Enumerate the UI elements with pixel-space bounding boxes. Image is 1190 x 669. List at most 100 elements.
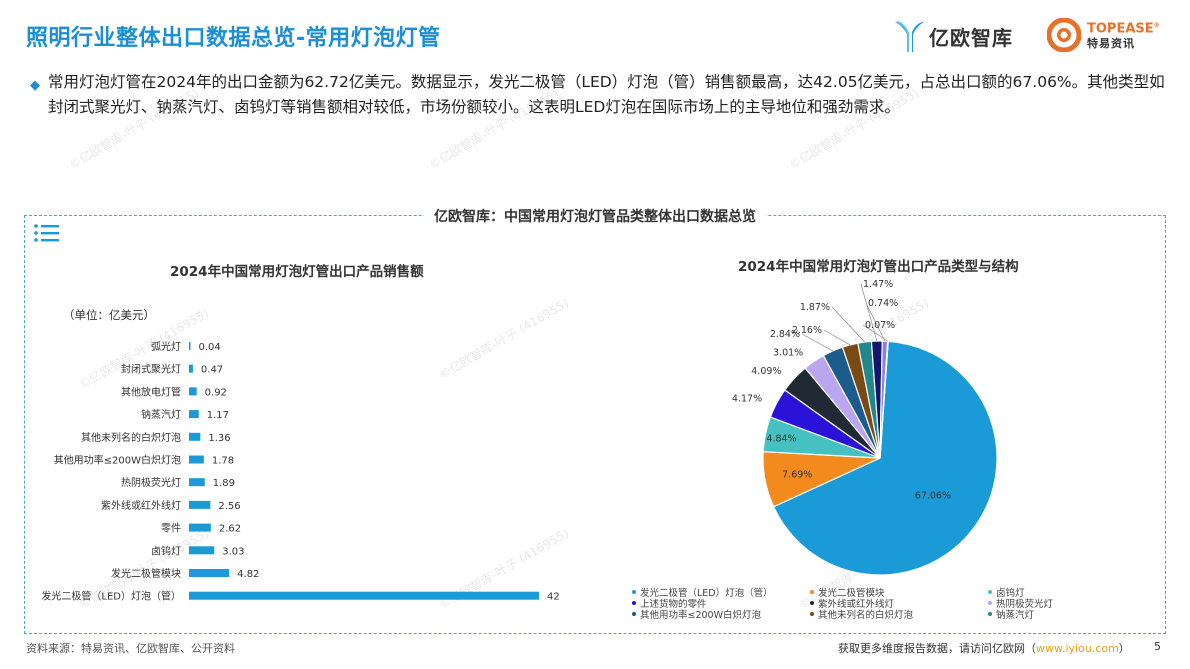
bar (189, 342, 191, 350)
pie-legend: 发光二极管（LED）灯泡（管） 发光二极管模块 卤钨灯上述货物的零件 紫外线或红外线灯… (632, 586, 1092, 621)
pie-slice-label: 1.47% (863, 279, 893, 290)
summary-paragraph: ◆ 常用灯泡灯管在2024年的出口金额为62.72亿美元。数据显示，发光二极管（… (30, 70, 1170, 120)
bar (189, 500, 211, 509)
legend-label: 发光二极管模块 (818, 587, 885, 599)
source-note: 资料来源：特易资讯、亿欧智库、公开资料 (26, 642, 235, 655)
bar-value-label: 2.62 (219, 524, 241, 535)
legend-label: 其他未列名的白炽灯泡 (818, 609, 914, 621)
legend-label: 卤钨灯 (996, 587, 1025, 599)
legend-swatch (988, 589, 992, 594)
bar (189, 546, 215, 555)
legend-item: 卤钨灯 (988, 586, 1108, 599)
diamond-bullet-icon: ◆ (30, 78, 40, 93)
more-data-prefix: 获取更多维度报告数据，请访问亿欧网（ (838, 642, 1036, 655)
bar (189, 364, 193, 373)
legend-item: 紫外线或红外线灯 (810, 597, 988, 610)
bar (189, 387, 197, 396)
page-title: 照明行业整体出口数据总览-常用灯泡灯管 (26, 26, 441, 51)
more-data-suffix: ） (1118, 642, 1130, 655)
bar-value-label: 1.36 (208, 433, 230, 444)
bar (189, 591, 539, 600)
iyiou-link[interactable]: www.iyiou.com (1036, 642, 1119, 655)
pie-leader-line (823, 329, 851, 346)
legend-label: 其他用功率≤200W白炽灯泡 (640, 609, 761, 621)
topease-logo-cn: 特易资讯 (1087, 37, 1135, 51)
bar-value-label: 2.56 (218, 501, 240, 512)
bar-value-label: 1.78 (212, 456, 234, 467)
pie-chart: 67.06% 7.69% 4.84% 4.17% 4.09% 3.01% 2.84%2.16… (732, 279, 998, 576)
pie-slice-label: 67.06% (915, 491, 951, 502)
bar-value-label: 42 (547, 592, 560, 603)
legend-swatch (632, 611, 636, 616)
pie-slice-label: 7.69% (782, 470, 812, 481)
legend-item: 其他用功率≤200W白炽灯泡 (632, 608, 810, 621)
legend-item: 发光二极管（LED）灯泡（管） (632, 586, 810, 599)
yiou-logo-icon (895, 21, 924, 52)
bar-category-label: 封闭式聚光灯 (121, 363, 181, 376)
bar-value-label: 0.04 (199, 342, 221, 353)
pie-slice-label: 3.01% (773, 347, 803, 358)
bar-value-label: 1.17 (207, 410, 229, 421)
legend-label: 紫外线或红外线灯 (818, 598, 895, 610)
pie-chart-title: 2024年中国常用灯泡灯管出口产品类型与结构 (738, 259, 1019, 275)
bar-chart-unit: （单位：亿美元） (63, 308, 155, 322)
legend-swatch (810, 611, 814, 616)
topease-logo: TOPEASE® 特易资讯 (1047, 18, 1160, 52)
topease-logo-en: TOPEASE (1087, 21, 1154, 37)
pie-slice-label: 1.87% (800, 302, 830, 313)
bar (189, 478, 205, 487)
pie-slice-label: 2.84% (770, 329, 800, 340)
legend-swatch (810, 589, 814, 594)
bar-value-label: 0.92 (205, 387, 227, 398)
bar-value-label: 3.03 (222, 546, 244, 557)
pie-slice-label: 2.16% (792, 325, 822, 336)
bar-category-label: 其他未列名的白炽灯泡 (81, 431, 181, 444)
topease-logo-icon (1047, 18, 1081, 52)
legend-label: 发光二极管（LED）灯泡（管） (640, 587, 773, 599)
list-menu-icon (34, 224, 59, 242)
bar-value-label: 0.47 (201, 365, 223, 376)
bar-category-label: 发光二极管（LED）灯泡（管） (41, 590, 181, 603)
bar-value-label: 1.89 (213, 478, 235, 489)
legend-swatch (632, 600, 636, 605)
bar-chart: 弧光灯 0.04 封闭式聚光灯 0.47 其他放电灯管 0.92 钠蒸汽灯 1.17 其他未列名… (41, 340, 560, 603)
bar (189, 569, 230, 577)
bar-category-label: 发光二极管模块 (111, 567, 181, 580)
pie-leader-line (801, 333, 833, 352)
more-data-note: 获取更多维度报告数据，请访问亿欧网（www.iyiou.com） (838, 640, 1130, 656)
legend-swatch (632, 589, 636, 594)
legend-item: 发光二极管模块 (810, 586, 988, 599)
bar-category-label: 零件 (161, 523, 181, 535)
panel-title: 亿欧智库：中国常用灯泡灯管品类整体出口数据总览 (424, 206, 766, 226)
pie-slice-label: 0.74% (868, 298, 898, 309)
pie-slice-label: 4.84% (766, 433, 796, 444)
legend-label: 热阴极荧光灯 (996, 598, 1054, 610)
bar-category-label: 弧光灯 (151, 340, 181, 353)
pie-slice-label: 4.17% (732, 393, 762, 404)
legend-swatch (988, 611, 992, 616)
bar-category-label: 钠蒸汽灯 (141, 408, 181, 421)
pie-leader-line (862, 324, 889, 342)
bar (189, 455, 204, 464)
pie-leader-line (860, 283, 878, 342)
bar (189, 410, 199, 419)
summary-text: 常用灯泡灯管在2024年的出口金额为62.72亿美元。数据显示，发光二极管（LE… (48, 73, 1165, 116)
bar-category-label: 紫外线或红外线灯 (101, 499, 181, 512)
bar-category-label: 其他放电灯管 (121, 385, 181, 398)
yiou-logo-text: 亿欧智库 (929, 25, 1013, 50)
pie-slice-label: 4.09% (751, 366, 781, 377)
legend-label: 上述货物的零件 (640, 598, 707, 610)
bar-category-label: 卤钨灯 (151, 544, 181, 557)
bar (189, 432, 201, 441)
legend-item: 热阴极荧光灯 (988, 597, 1108, 610)
pie-slice-label: 0.07% (865, 320, 895, 331)
legend-item: 其他未列名的白炽灯泡 (810, 608, 988, 621)
bar (189, 523, 211, 532)
legend-item: 钠蒸汽灯 (988, 608, 1108, 621)
pie-slice (772, 340, 998, 576)
legend-swatch (988, 600, 992, 605)
legend-label: 钠蒸汽灯 (996, 609, 1035, 621)
yiou-logo: 亿欧智库 (893, 16, 1013, 56)
bar-chart-title: 2024年中国常用灯泡灯管出口产品销售额 (170, 264, 424, 280)
pie-leader-line (831, 306, 865, 343)
